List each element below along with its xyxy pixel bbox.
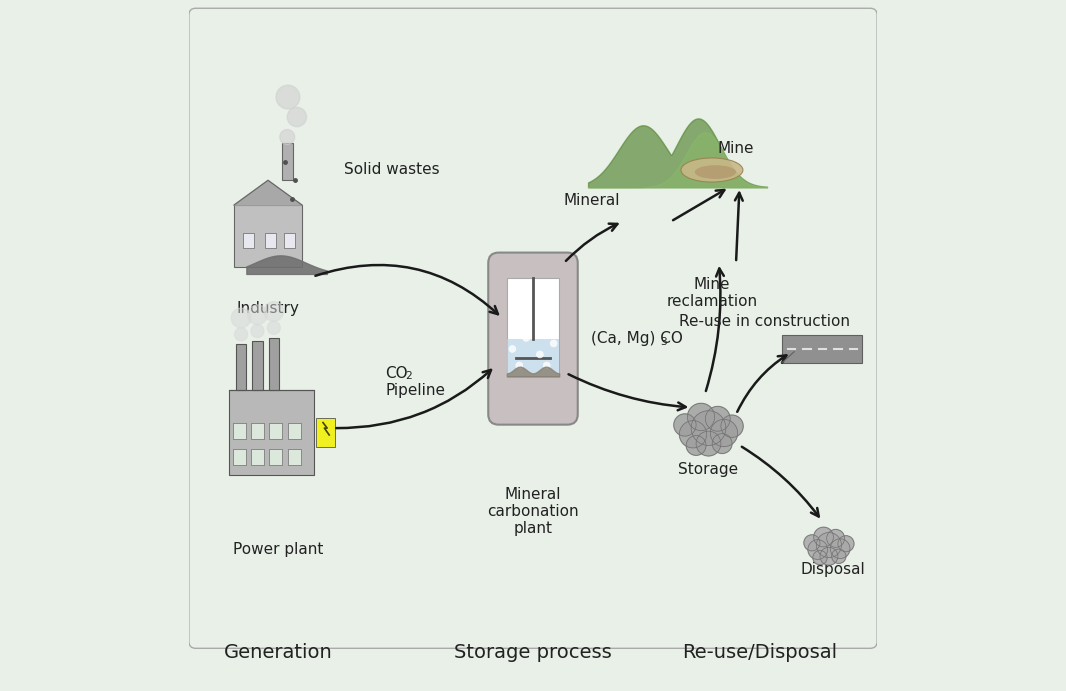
Circle shape [721,415,743,437]
Text: Pipeline: Pipeline [385,383,445,398]
Circle shape [804,535,820,551]
FancyBboxPatch shape [284,233,294,249]
Text: Generation: Generation [224,643,333,662]
FancyBboxPatch shape [488,253,578,425]
Circle shape [508,346,516,352]
Ellipse shape [681,158,743,182]
Circle shape [516,362,522,369]
Text: Power plant: Power plant [233,542,324,557]
Circle shape [247,305,268,325]
Circle shape [235,328,247,341]
Circle shape [231,308,251,328]
FancyBboxPatch shape [781,335,862,363]
Circle shape [687,435,706,455]
Circle shape [831,549,846,563]
Circle shape [674,414,696,436]
Circle shape [712,434,732,453]
FancyBboxPatch shape [243,233,255,249]
Text: Industry: Industry [237,301,300,316]
FancyBboxPatch shape [251,423,264,439]
Polygon shape [233,180,302,205]
FancyBboxPatch shape [229,390,314,475]
Text: Mine: Mine [717,141,755,156]
Ellipse shape [695,165,736,179]
Circle shape [550,340,558,347]
FancyBboxPatch shape [232,448,245,465]
Circle shape [679,421,707,448]
FancyBboxPatch shape [236,344,246,390]
Circle shape [279,129,294,144]
Text: Mineral: Mineral [563,193,619,208]
Circle shape [522,334,530,341]
Text: Re-use in construction: Re-use in construction [679,314,850,329]
FancyBboxPatch shape [288,448,301,465]
Text: Storage process: Storage process [454,643,612,662]
Circle shape [813,551,827,565]
Text: Storage: Storage [678,462,739,477]
Text: Solid wastes: Solid wastes [344,162,440,177]
Circle shape [820,547,838,565]
Circle shape [830,539,850,558]
FancyBboxPatch shape [253,341,262,390]
Circle shape [817,533,841,558]
Circle shape [287,107,307,126]
Text: 2: 2 [406,372,413,381]
Circle shape [706,406,730,431]
Circle shape [813,527,834,547]
Circle shape [691,410,726,446]
Circle shape [276,85,300,109]
FancyBboxPatch shape [269,338,279,390]
FancyBboxPatch shape [506,278,560,377]
Circle shape [710,419,738,446]
FancyBboxPatch shape [281,143,293,180]
Text: Mineral
carbonation
plant: Mineral carbonation plant [487,486,579,536]
FancyBboxPatch shape [270,423,282,439]
FancyBboxPatch shape [317,418,336,447]
FancyBboxPatch shape [506,339,560,377]
Circle shape [838,536,854,552]
Text: 3: 3 [660,337,667,347]
Circle shape [688,404,714,430]
Text: Re-use/Disposal: Re-use/Disposal [682,643,838,662]
Circle shape [696,431,721,456]
Circle shape [264,302,284,321]
Circle shape [536,351,544,358]
FancyBboxPatch shape [232,423,245,439]
Circle shape [268,321,280,334]
FancyBboxPatch shape [251,448,264,465]
Text: Disposal: Disposal [800,562,865,577]
Circle shape [808,540,827,560]
FancyBboxPatch shape [233,205,302,267]
Circle shape [544,362,550,369]
FancyBboxPatch shape [288,423,301,439]
FancyBboxPatch shape [189,8,877,648]
Circle shape [251,325,264,338]
Circle shape [827,529,844,547]
Text: Mine
reclamation: Mine reclamation [666,276,758,309]
Text: (Ca, Mg) CO: (Ca, Mg) CO [592,331,683,346]
Text: CO: CO [385,366,407,381]
FancyBboxPatch shape [270,448,282,465]
FancyBboxPatch shape [265,233,276,249]
